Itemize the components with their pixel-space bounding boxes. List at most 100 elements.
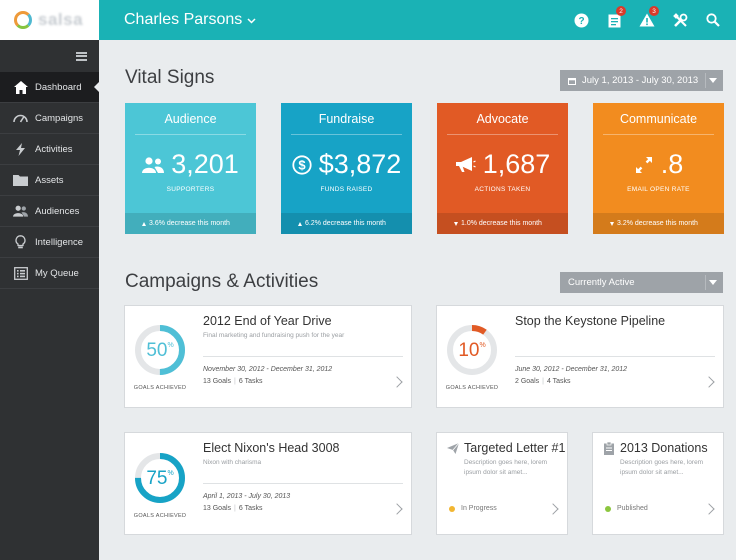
tile-title: Audience	[164, 112, 217, 126]
sidebar-item-my-queue[interactable]: My Queue	[0, 258, 99, 289]
percent-value: 10	[458, 340, 480, 361]
campaign-card-elect-nixon[interactable]: 75% GOALS ACHIEVED Elect Nixon's Head 30…	[124, 432, 412, 535]
tile-value: $3,872	[318, 149, 402, 179]
tile-change: 1.0% decrease this month	[437, 213, 568, 234]
chevron-right-icon[interactable]	[391, 503, 403, 515]
card-dates: November 30, 2012 - December 31, 2012	[203, 366, 333, 373]
sidebar-item-audiences[interactable]: Audiences	[0, 196, 99, 227]
campaign-filter-select[interactable]: Currently Active	[560, 272, 723, 293]
percent-value: 75	[146, 468, 168, 489]
svg-text:$: $	[298, 157, 306, 172]
tools-button[interactable]	[669, 9, 691, 31]
logo-mark-icon	[14, 11, 32, 29]
tile-value: 1,687	[482, 149, 551, 179]
alerts-icon	[639, 13, 655, 27]
users-icon	[13, 204, 28, 219]
sidebar-item-label: Dashboard	[35, 81, 82, 93]
goals-achieved-label: GOALS ACHIEVED	[445, 385, 499, 391]
card-status: Published	[605, 505, 648, 512]
home-icon	[13, 80, 28, 95]
tasks-button[interactable]: 2	[603, 6, 626, 31]
dropdown-divider	[705, 275, 706, 290]
chevron-right-icon[interactable]	[391, 376, 403, 388]
audience-tile[interactable]: Audience 3,201 SUPPORTERS 3.6% decrease …	[125, 103, 256, 234]
bolt-icon	[13, 142, 28, 157]
arrow-down-icon	[610, 221, 614, 226]
gauge-icon	[13, 111, 28, 126]
tile-change-text: 3.2% decrease this month	[617, 220, 698, 227]
campaign-card-keystone[interactable]: 10% GOALS ACHIEVED Stop the Keystone Pip…	[436, 305, 724, 408]
advocate-tile[interactable]: Advocate 1,687 ACTIONS TAKEN 1.0% decrea…	[437, 103, 568, 234]
user-menu[interactable]: Charles Parsons	[124, 11, 256, 29]
sidebar-item-campaigns[interactable]: Campaigns	[0, 103, 99, 134]
calendar-icon	[568, 77, 576, 85]
status-text: In Progress	[461, 505, 497, 512]
card-description: Description goes here, lorem ipsum dolor…	[464, 459, 548, 476]
expand-icon	[634, 155, 654, 175]
card-title: Elect Nixon's Head 3008	[203, 441, 340, 455]
date-range-value: July 1, 2013 - July 30, 2013	[582, 75, 699, 86]
tile-value: .8	[660, 149, 684, 179]
menu-toggle[interactable]	[0, 40, 99, 72]
card-meta: 2 Goals | 4 Tasks	[515, 378, 571, 385]
users-icon	[142, 156, 165, 173]
sidebar-item-intelligence[interactable]: Intelligence	[0, 227, 99, 258]
card-description: Nixon with charisma	[203, 459, 262, 466]
fundraise-tile[interactable]: Fundraise $ $3,872 FUNDS RAISED 6.2% dec…	[281, 103, 412, 234]
arrow-up-icon	[142, 221, 146, 226]
tile-divider	[291, 134, 402, 135]
progress-arc	[447, 325, 497, 375]
sidebar-item-activities[interactable]: Activities	[0, 134, 99, 165]
tile-change: 3.6% decrease this month	[125, 213, 256, 234]
tile-title: Advocate	[476, 112, 529, 126]
chevron-right-icon[interactable]	[547, 503, 559, 515]
logo[interactable]: salsa	[0, 0, 99, 40]
status-text: Published	[617, 505, 648, 512]
tile-divider	[135, 134, 246, 135]
chevron-down-icon	[247, 11, 256, 29]
campaign-card-end-of-year[interactable]: 50% GOALS ACHIEVED 2012 End of Year Driv…	[124, 305, 412, 408]
percent-value: 50	[146, 340, 168, 361]
card-divider	[203, 356, 403, 357]
progress-arc	[135, 453, 185, 503]
chevron-right-icon[interactable]	[703, 503, 715, 515]
vital-signs-title: Vital Signs	[125, 67, 215, 88]
sidebar-item-dashboard[interactable]: Dashboard	[0, 72, 99, 103]
goals-count: 2 Goals	[515, 378, 540, 385]
card-status: In Progress	[449, 505, 497, 512]
sidebar-item-label: Activities	[35, 143, 73, 155]
help-button[interactable]: ?	[570, 9, 592, 31]
arrow-down-icon	[454, 221, 458, 226]
goals-achieved-label: GOALS ACHIEVED	[133, 513, 187, 519]
tasks-count: 4 Tasks	[546, 378, 571, 385]
tile-divider	[603, 134, 714, 135]
search-button[interactable]	[702, 9, 724, 31]
sidebar-item-assets[interactable]: Assets	[0, 165, 99, 196]
hamburger-icon	[76, 51, 87, 61]
activity-card-targeted-letter[interactable]: Targeted Letter #1 Description goes here…	[436, 432, 568, 535]
percent-sign: %	[479, 342, 486, 349]
tasks-icon	[608, 14, 620, 27]
card-dates: April 1, 2013 - July 30, 2013	[203, 493, 291, 500]
meta-separator: |	[234, 505, 236, 512]
sidebar-item-label: My Queue	[35, 267, 79, 279]
progress-ring	[135, 325, 185, 375]
card-divider	[203, 483, 403, 484]
alerts-button[interactable]: 3	[636, 6, 659, 31]
card-title: 2013 Donations	[620, 441, 708, 455]
activity-card-2013-donations[interactable]: 2013 Donations Description goes here, lo…	[592, 432, 724, 535]
tile-label: EMAIL OPEN RATE	[627, 186, 690, 193]
tasks-count: 6 Tasks	[238, 378, 263, 385]
card-title: Stop the Keystone Pipeline	[515, 314, 666, 328]
tasks-badge: 2	[616, 6, 626, 16]
chevron-right-icon[interactable]	[703, 376, 715, 388]
sidebar-item-label: Assets	[35, 174, 64, 186]
date-range-select[interactable]: July 1, 2013 - July 30, 2013	[560, 70, 723, 91]
communicate-tile[interactable]: Communicate .8 EMAIL OPEN RATE 3.2% decr…	[593, 103, 724, 234]
progress-percent: 50%	[134, 340, 186, 362]
alerts-badge: 3	[649, 6, 659, 16]
meta-separator: |	[542, 378, 544, 385]
tile-divider	[447, 134, 558, 135]
send-icon	[447, 443, 459, 454]
sidebar-item-label: Audiences	[35, 205, 80, 217]
